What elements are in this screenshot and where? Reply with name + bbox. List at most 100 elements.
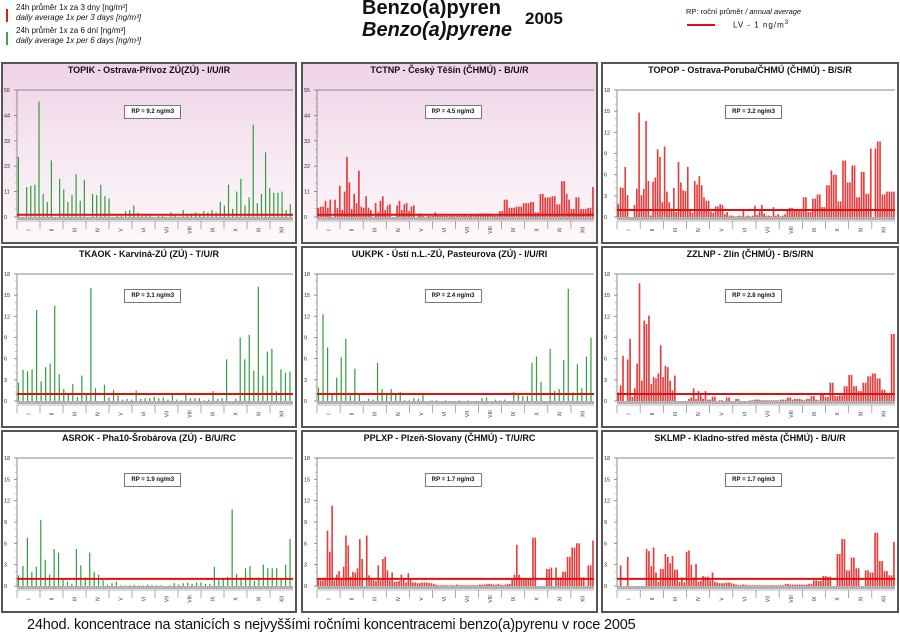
bar xyxy=(706,576,709,586)
bar xyxy=(62,578,64,586)
annual-average-box: RP = 4.5 ng/m3 xyxy=(424,105,482,119)
bar xyxy=(444,585,447,586)
y-tick-label: 12 xyxy=(604,130,610,136)
y-tick-label: 9 xyxy=(604,336,607,342)
bar xyxy=(284,564,287,586)
bar xyxy=(273,192,275,217)
bar xyxy=(289,371,291,401)
bar xyxy=(539,193,542,217)
bar xyxy=(782,399,785,401)
bar xyxy=(345,535,347,586)
month-label: XII xyxy=(580,596,586,602)
bar xyxy=(503,199,506,217)
month-label: V xyxy=(719,412,725,416)
bar xyxy=(784,399,787,401)
bar xyxy=(417,398,420,401)
legend-6-days-en: daily average 1x per 6 days [ng/m³] xyxy=(16,36,141,45)
y-tick-label: 55 xyxy=(4,88,10,94)
x-axis-day-ticks xyxy=(17,401,293,404)
y-tick-label: 9 xyxy=(304,336,307,342)
month-label: III xyxy=(373,228,379,232)
bar xyxy=(566,556,569,586)
month-label: VII xyxy=(766,227,772,233)
bar xyxy=(232,208,234,217)
bar xyxy=(522,578,525,586)
bar xyxy=(592,186,594,217)
bar xyxy=(467,400,469,401)
bar xyxy=(409,578,412,586)
bar xyxy=(545,568,548,586)
month-label: IX xyxy=(511,596,517,601)
bar xyxy=(772,207,775,217)
bar xyxy=(670,208,673,217)
bar xyxy=(754,205,756,217)
bar xyxy=(117,395,119,401)
bar xyxy=(331,394,333,401)
month-label: II xyxy=(50,229,56,232)
month-label: X xyxy=(835,412,841,416)
y-tick-label: 18 xyxy=(604,272,610,278)
bar xyxy=(75,549,77,586)
bar xyxy=(893,333,895,401)
bar xyxy=(558,204,561,217)
bar xyxy=(549,197,551,217)
lv-label: LV - 1 ng/m3 xyxy=(733,20,789,30)
bar xyxy=(638,283,641,401)
bar xyxy=(697,581,700,586)
bar xyxy=(510,207,513,217)
bar xyxy=(592,540,594,586)
rp-label-sep: / xyxy=(743,7,750,16)
bar xyxy=(40,381,42,401)
bar xyxy=(239,337,241,401)
bar xyxy=(155,585,158,586)
chart-panel: TOPOP - Ostrava-Poruba/ČHMÚ (ČHMÚ) - B/S… xyxy=(601,62,899,244)
bar xyxy=(50,160,52,217)
bar xyxy=(458,215,461,217)
bar xyxy=(890,575,893,586)
bar xyxy=(645,324,648,401)
bar xyxy=(149,215,151,217)
bar xyxy=(835,174,837,217)
bar xyxy=(249,566,251,586)
bar xyxy=(256,203,258,217)
bar xyxy=(465,215,468,217)
bar xyxy=(112,389,115,401)
bar xyxy=(345,338,347,401)
bar xyxy=(59,178,61,217)
bar xyxy=(269,188,271,217)
bar xyxy=(758,399,761,401)
bar xyxy=(857,391,860,401)
bar xyxy=(822,576,825,586)
bar xyxy=(551,196,554,217)
bar xyxy=(529,578,532,586)
bar xyxy=(856,197,858,217)
y-tick-label: 15 xyxy=(4,293,10,299)
month-label: II xyxy=(350,229,356,232)
bar xyxy=(860,171,863,217)
bar xyxy=(772,585,775,586)
bar xyxy=(495,584,497,586)
month-label: VIII xyxy=(789,410,795,418)
bar xyxy=(576,364,578,401)
bar xyxy=(747,215,749,217)
bar xyxy=(403,204,406,217)
bar xyxy=(626,556,629,586)
bar xyxy=(322,206,324,217)
bar xyxy=(404,400,406,401)
bar xyxy=(248,197,250,217)
bar xyxy=(435,400,438,401)
bar xyxy=(216,398,219,401)
bar xyxy=(138,585,140,586)
x-axis-day-ticks xyxy=(17,586,293,589)
y-tick-label: 3 xyxy=(304,563,307,569)
month-label: I xyxy=(27,413,33,414)
bar xyxy=(659,157,661,217)
bar xyxy=(326,530,329,586)
month-label: VIII xyxy=(188,595,194,603)
bar xyxy=(737,398,740,401)
bar xyxy=(267,568,269,586)
y-tick-label: 6 xyxy=(604,541,607,547)
bar xyxy=(444,215,446,217)
month-label: XI xyxy=(858,228,864,233)
month-label: XI xyxy=(557,597,563,602)
